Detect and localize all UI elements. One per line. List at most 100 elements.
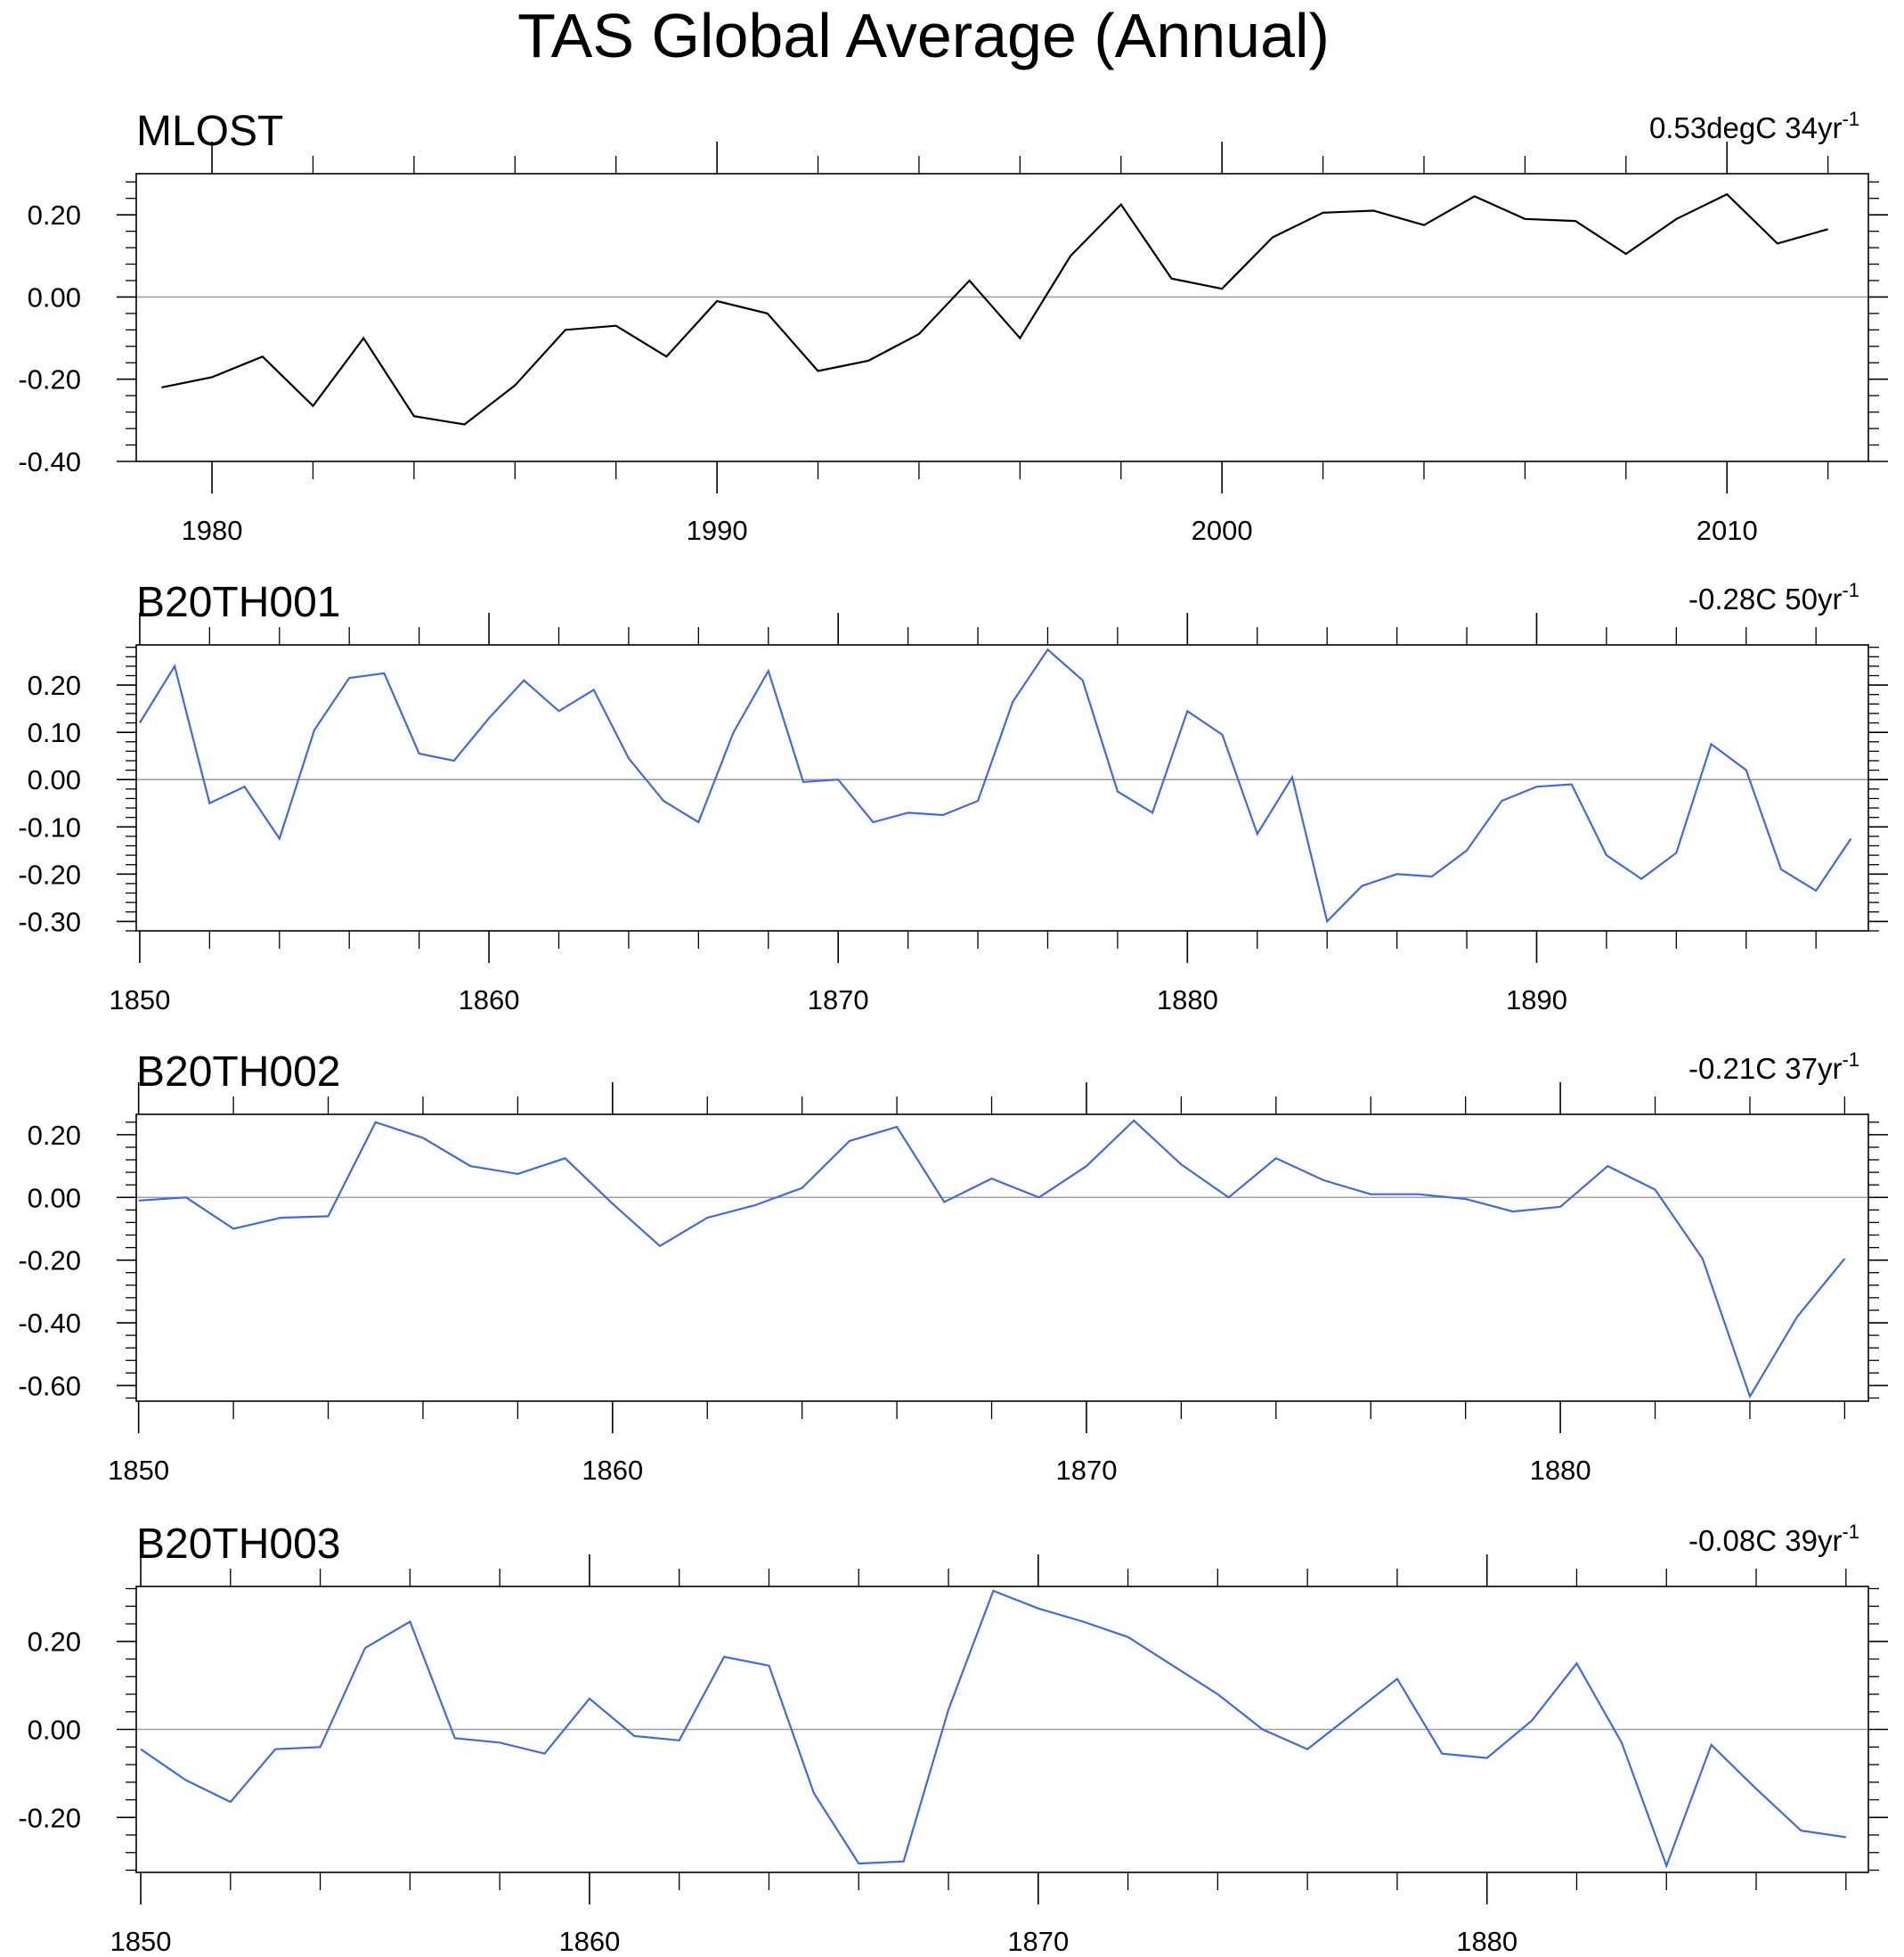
data-point (1523, 217, 1526, 221)
data-point (513, 384, 517, 387)
y-tick-label: 0.20 (28, 670, 81, 701)
data-point (1422, 224, 1426, 227)
data-point (801, 780, 805, 784)
trend-text: -0.21C 37yr (1688, 1052, 1842, 1085)
data-point (1185, 709, 1189, 713)
x-tick-label: 1870 (1007, 1926, 1069, 1957)
data-point (232, 1227, 235, 1230)
data-point (1754, 1787, 1758, 1790)
data-point (1221, 733, 1225, 737)
panels: MLOST 0.53degC 34yr-1-0.40-0.200.000.2019… (18, 108, 1888, 1957)
data-point (418, 752, 421, 755)
data-point (867, 359, 870, 363)
data-point (1558, 1205, 1562, 1209)
data-point (1535, 785, 1539, 788)
data-point (662, 799, 665, 803)
trend-text: -0.28C 50yr (1688, 583, 1842, 616)
data-point (312, 404, 315, 408)
data-point (871, 820, 875, 824)
trend-superscript: -1 (1842, 579, 1859, 601)
x-tick-label: 1860 (459, 984, 520, 1015)
data-point (1322, 1178, 1325, 1182)
plot-frame (135, 1113, 1869, 1402)
data-point (382, 672, 386, 675)
data-point (588, 1697, 591, 1700)
data-point (313, 729, 316, 732)
data-point (1605, 853, 1608, 857)
panel-title: B20TH002 (136, 1048, 340, 1096)
y-tick-label: 0.20 (28, 1120, 81, 1151)
data-point (1473, 194, 1477, 198)
data-point (968, 279, 972, 282)
data-point (1511, 1210, 1515, 1213)
data-point (210, 375, 214, 379)
data-point (991, 1589, 995, 1593)
data-point (1654, 1188, 1657, 1192)
data-point (990, 1177, 994, 1180)
data-point (139, 1748, 142, 1751)
data-point (1395, 1677, 1399, 1681)
panel-title: B20TH003 (136, 1521, 340, 1568)
trend-annotation: -0.28C 50yr-1 (1688, 579, 1859, 616)
data-point (1710, 1743, 1713, 1747)
data-point (1745, 769, 1748, 772)
data-point (1069, 254, 1072, 257)
data-point (564, 328, 567, 331)
data-point (1620, 1741, 1623, 1744)
data-point (722, 1655, 726, 1659)
data-point (768, 1664, 771, 1668)
data-point (183, 1778, 187, 1782)
y-tick-label: -0.20 (18, 1245, 81, 1276)
data-point (1256, 832, 1259, 836)
data-point (327, 1214, 330, 1218)
figure-title: TAS Global Average (Annual) (517, 1, 1330, 70)
y-tick-label: 0.00 (28, 1182, 81, 1213)
data-point (1271, 236, 1274, 240)
data-point (498, 1741, 501, 1744)
y-tick-label: 0.20 (28, 200, 81, 231)
data-point (976, 799, 980, 803)
trend-superscript: -1 (1842, 1048, 1859, 1071)
data-point (857, 1862, 860, 1865)
data-point (516, 1172, 519, 1176)
data-point (1799, 1829, 1802, 1832)
data-point (1675, 217, 1679, 221)
y-tick-label: -0.10 (18, 811, 81, 843)
trend-text: -0.08C 39yr (1688, 1524, 1842, 1557)
data-point (947, 1708, 950, 1711)
data-point (1849, 837, 1852, 841)
data-point (319, 1745, 322, 1749)
data-point (848, 1139, 851, 1143)
panel-2: B20TH001 -0.28C 50yr-1 -0.30 -0.20 -0.10 0.00… (18, 579, 1888, 1015)
panel-title: B20TH001 (136, 579, 340, 626)
x-tick-label: 1850 (108, 1455, 169, 1486)
data-point (1417, 1193, 1420, 1196)
data-point (522, 679, 525, 682)
x-tick-label: 1850 (109, 984, 170, 1015)
data-point (715, 299, 719, 303)
data-point (468, 1164, 472, 1168)
data-point (408, 1620, 411, 1624)
panel-title: MLOST (136, 108, 283, 155)
data-point (1725, 192, 1729, 196)
data-point (1664, 1864, 1668, 1868)
y-tick-label: -0.20 (18, 1802, 81, 1833)
data-point (732, 730, 736, 734)
data-point (766, 312, 769, 315)
data-point (412, 414, 416, 418)
panel-4: B20TH003 -0.08C 39yr-1 -0.20 0.00 0.20 1850 18… (18, 1521, 1888, 1957)
x-tick-label: 1860 (582, 1455, 643, 1486)
data-point (817, 370, 820, 373)
y-tick-label: -0.20 (18, 859, 81, 890)
y-tick-label: -0.20 (18, 364, 81, 395)
data-point (632, 1734, 636, 1738)
data-point (207, 802, 211, 805)
trend-superscript: -1 (1842, 108, 1859, 130)
data-point (1290, 776, 1294, 779)
data-point (1530, 1719, 1534, 1723)
data-point (1119, 203, 1123, 207)
trend-superscript: -1 (1842, 1521, 1859, 1543)
data-point (1220, 287, 1224, 290)
data-point (1827, 227, 1830, 231)
data-point (1171, 1664, 1175, 1668)
